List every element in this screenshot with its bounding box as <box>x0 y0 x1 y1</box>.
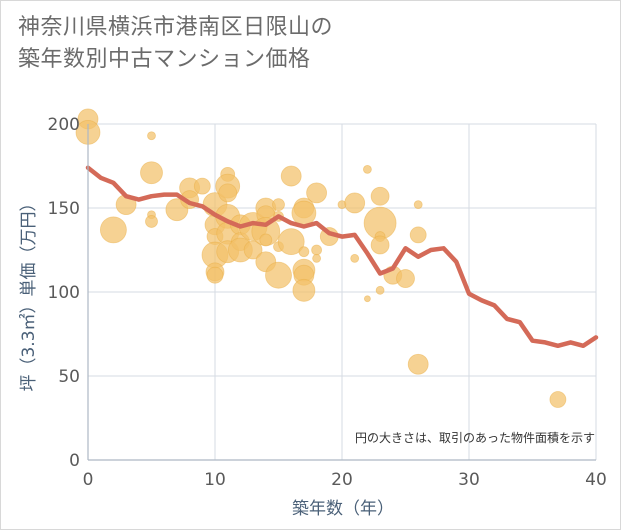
y-tick-label: 50 <box>58 367 80 387</box>
y-tick-labels: 0 50 100 150 200 <box>48 115 80 471</box>
bubble-point <box>549 391 567 408</box>
bubble-point <box>409 226 427 244</box>
bubble-point <box>312 253 322 263</box>
y-tick-label: 150 <box>48 199 80 219</box>
bubble-point <box>280 165 302 187</box>
x-tick-label: 30 <box>458 470 480 490</box>
y-tick-label: 100 <box>48 283 80 303</box>
x-tick-label: 40 <box>585 470 607 490</box>
y-axis-label: 坪（3.3㎡）単価（万円） <box>19 194 39 391</box>
bubble-point <box>370 186 390 206</box>
x-axis-label: 築年数（年） <box>292 499 394 519</box>
trend-line-0 <box>85 165 599 349</box>
bubble-point <box>147 131 156 141</box>
bubble-point <box>193 177 211 195</box>
bubble-point <box>311 244 323 256</box>
bubble-point <box>265 261 292 289</box>
bubble-point <box>277 228 305 256</box>
bubble-point <box>206 266 224 284</box>
bubble-point <box>375 285 385 295</box>
x-tick-label: 10 <box>204 470 226 490</box>
bubble-point <box>145 215 158 228</box>
trend-line-layer <box>85 165 599 349</box>
grid-lines <box>87 123 597 461</box>
bubble-point <box>292 278 316 302</box>
bubble-point <box>370 235 390 255</box>
axes <box>87 124 596 461</box>
bubble-point <box>362 164 372 174</box>
bubble-point <box>218 183 238 203</box>
chart-title: 神奈川県横浜市港南区日限山の 築年数別中古マンション価格 <box>18 12 333 76</box>
bubble-point <box>298 246 310 258</box>
chart-title-line-2: 築年数別中古マンション価格 <box>18 47 311 72</box>
bubble-layer <box>75 108 567 408</box>
bubble-point <box>344 192 366 214</box>
bubble-point <box>272 198 285 212</box>
bubble-point <box>363 295 371 303</box>
x-tick-labels: 0 10 20 30 40 <box>83 470 607 490</box>
chart-title-line-1: 神奈川県横浜市港南区日限山の <box>18 15 334 40</box>
bubble-point <box>407 353 429 375</box>
x-tick-label: 0 <box>83 470 94 490</box>
bubble-point <box>140 161 163 185</box>
y-tick-label: 200 <box>48 115 80 135</box>
bubble-point <box>243 240 263 260</box>
bubble-point <box>100 216 127 244</box>
size-note: 円の大きさは、取引のあった物件面積を示す <box>355 430 595 445</box>
x-tick-label: 20 <box>331 470 353 490</box>
bubble-point <box>350 253 360 263</box>
y-tick-label: 0 <box>69 451 80 471</box>
bubble-point <box>291 200 317 226</box>
bubble-point <box>413 200 423 210</box>
bubble-point <box>259 233 273 247</box>
bubble-point <box>396 269 415 288</box>
bubble-point <box>306 182 328 204</box>
